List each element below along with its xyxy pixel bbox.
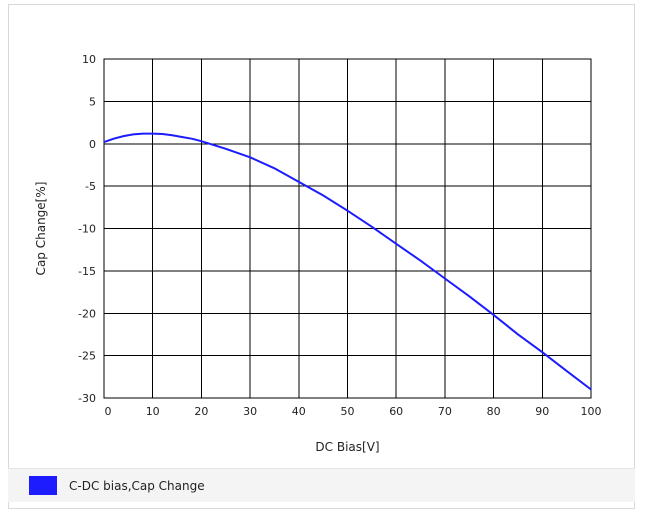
- legend-label: C-DC bias,Cap Change: [69, 479, 205, 493]
- legend-swatch: [29, 476, 57, 495]
- chart-canvas: 0 10 20 30 40 50 60 70 80 90 100 1050-5-10-15-20-2…: [0, 0, 649, 470]
- y-tick-label: 10: [82, 53, 96, 66]
- y-tick-label: -10: [78, 223, 96, 236]
- x-tick-label: 50: [341, 405, 355, 418]
- y-tick-label: -30: [78, 392, 96, 405]
- y-tick-label: -20: [78, 307, 96, 320]
- legend: C-DC bias,Cap Change: [8, 468, 635, 502]
- x-tick-label: 30: [243, 405, 257, 418]
- x-tick-label: 20: [194, 405, 208, 418]
- y-tick-label: -5: [85, 180, 96, 193]
- y-tick-label: -15: [78, 265, 96, 278]
- x-tick-label: 80: [487, 405, 501, 418]
- y-tick-labels: 10 5 0 -5 -10 -15 -20 -25 -30: [78, 53, 96, 405]
- x-tick-label: 10: [146, 405, 160, 418]
- y-tick-label: 5: [89, 95, 96, 108]
- x-tick-labels: 0 10 20 30 40 50 60 70 80 90 100: [105, 405, 602, 418]
- y-tick-label: 0: [89, 138, 96, 151]
- x-axis-label: DC Bias[V]: [315, 440, 379, 454]
- y-axis-label: Cap Change[%]: [34, 182, 48, 276]
- x-tick-label: 90: [535, 405, 549, 418]
- y-tick-label: -25: [78, 350, 96, 363]
- x-tick-label: 70: [438, 405, 452, 418]
- x-tick-label: 60: [389, 405, 403, 418]
- x-tick-label: 40: [292, 405, 306, 418]
- x-tick-label: 0: [105, 405, 112, 418]
- x-tick-label: 100: [581, 405, 602, 418]
